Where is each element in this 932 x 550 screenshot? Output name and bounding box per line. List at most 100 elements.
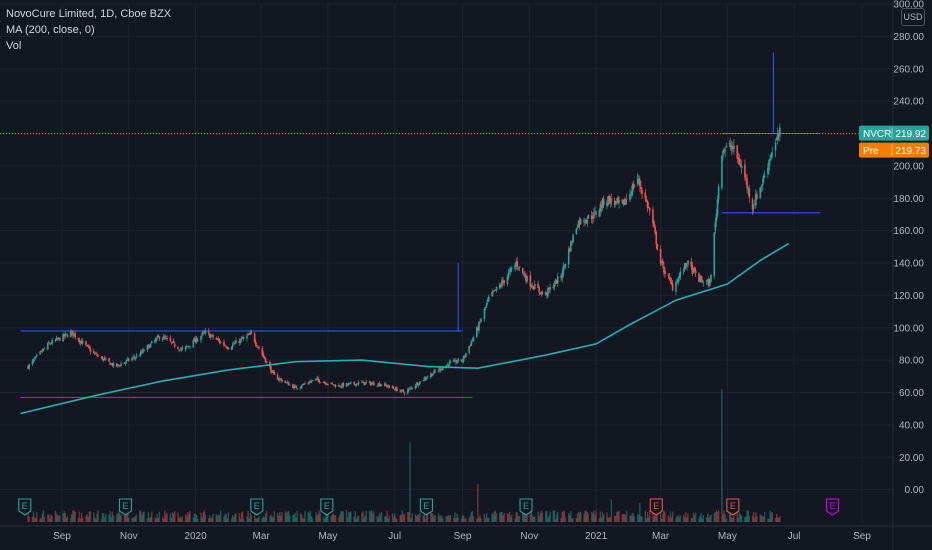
candle-body — [460, 359, 463, 362]
volume-bar — [322, 517, 325, 522]
candle-body — [372, 382, 374, 384]
time-tick-label: May — [718, 531, 737, 542]
candle-body — [578, 219, 581, 225]
volume-bar — [100, 518, 103, 522]
candle-body — [119, 365, 121, 367]
volume-bar — [284, 511, 286, 522]
candle-body — [402, 390, 405, 393]
volume-bar — [522, 510, 524, 522]
volume-bar — [94, 517, 96, 522]
volume-indicator-label[interactable]: Vol — [6, 40, 22, 52]
price-tick-label: 160.00 — [893, 226, 924, 237]
ma-indicator-label[interactable]: MA (200, close, 0) — [6, 24, 95, 36]
candle-body — [640, 186, 642, 190]
candle-body — [609, 197, 612, 204]
candle-body — [455, 359, 457, 363]
volume-bar — [223, 516, 225, 522]
earnings-event-marker[interactable]: E — [320, 498, 334, 516]
volume-bar — [86, 513, 88, 522]
candle-body — [471, 339, 474, 341]
price-tick-label: 40.00 — [899, 420, 924, 431]
earnings-event-marker[interactable]: E — [825, 498, 840, 516]
candle-body — [385, 384, 387, 386]
candle-body — [675, 282, 677, 292]
earnings-marker-label: E — [730, 501, 736, 511]
volume-bar — [230, 518, 233, 522]
volume-bar — [102, 513, 105, 522]
earnings-event-marker[interactable]: E — [18, 498, 32, 516]
volume-bar — [246, 516, 248, 522]
volume-bar — [548, 515, 550, 522]
candle-body — [654, 226, 656, 234]
earnings-event-marker[interactable]: E — [519, 498, 533, 516]
volume-bar — [667, 515, 669, 522]
volume-bar — [331, 514, 334, 522]
candle-body — [365, 381, 368, 383]
volume-bar — [438, 515, 441, 522]
candle-body — [294, 385, 296, 387]
candle-body — [36, 355, 38, 356]
earnings-event-marker[interactable]: E — [250, 498, 264, 516]
volume-bar — [516, 512, 518, 522]
candle-body — [373, 382, 375, 386]
candle-body — [188, 346, 190, 347]
volume-bar — [538, 516, 540, 522]
candle-body — [747, 187, 749, 190]
volume-bar — [111, 511, 114, 522]
symbol-title[interactable]: NovoCure Limited, 1D, Cboe BZX — [6, 8, 172, 20]
candle-body — [87, 345, 90, 347]
candle-body — [31, 360, 34, 365]
volume-bar — [204, 514, 207, 522]
volume-bar — [265, 510, 268, 522]
volume-bar — [281, 511, 283, 522]
candle-body — [180, 348, 183, 350]
earnings-event-marker[interactable]: E — [726, 498, 740, 516]
candle-body — [692, 268, 695, 273]
volume-bar — [272, 517, 274, 522]
candle-body — [109, 362, 111, 366]
volume-bar — [58, 515, 60, 522]
volume-bar — [146, 517, 149, 522]
volume-bar — [751, 515, 754, 522]
volume-bar — [531, 515, 534, 522]
candle-body — [707, 278, 710, 287]
volume-bar — [491, 513, 493, 522]
volume-bar — [326, 513, 328, 522]
drawing-lines — [20, 52, 821, 398]
price-tag-symbol: NVCR — [863, 129, 891, 140]
volume-bar — [437, 513, 440, 522]
earnings-event-marker[interactable]: E — [118, 498, 133, 516]
time-tick-label: Mar — [652, 531, 670, 542]
candle-body — [292, 384, 294, 389]
candle-body — [340, 386, 342, 388]
volume-bar — [760, 514, 763, 522]
candle-body — [753, 204, 756, 206]
volume-bar — [603, 514, 605, 522]
candle-body — [192, 340, 195, 348]
volume-bar — [334, 515, 337, 522]
candle-body — [333, 384, 336, 386]
time-axis[interactable]: Sep Nov 2020 Mar May Jul Sep Nov 2021 Mar May Jul Se… — [53, 531, 871, 542]
candle-body — [517, 267, 520, 269]
candle-body — [357, 382, 360, 385]
volume-bar — [132, 518, 134, 522]
volume-bar — [675, 517, 677, 522]
candle-body — [442, 367, 444, 371]
candle-body — [356, 383, 359, 385]
earnings-event-marker[interactable]: E — [649, 498, 663, 516]
earnings-event-marker[interactable]: E — [419, 498, 433, 516]
volume-bar — [442, 518, 444, 522]
candle-body — [249, 332, 252, 335]
volume-bar — [526, 510, 528, 522]
candle-body — [682, 270, 685, 272]
volume-bar — [194, 514, 197, 522]
volume-bar — [319, 512, 321, 522]
candle-body — [224, 345, 226, 347]
candle-body — [64, 333, 67, 336]
time-tick-label: Sep — [454, 531, 472, 542]
volume-bar — [71, 514, 73, 522]
candle-body — [238, 340, 241, 344]
currency-button[interactable]: USD — [901, 8, 925, 26]
